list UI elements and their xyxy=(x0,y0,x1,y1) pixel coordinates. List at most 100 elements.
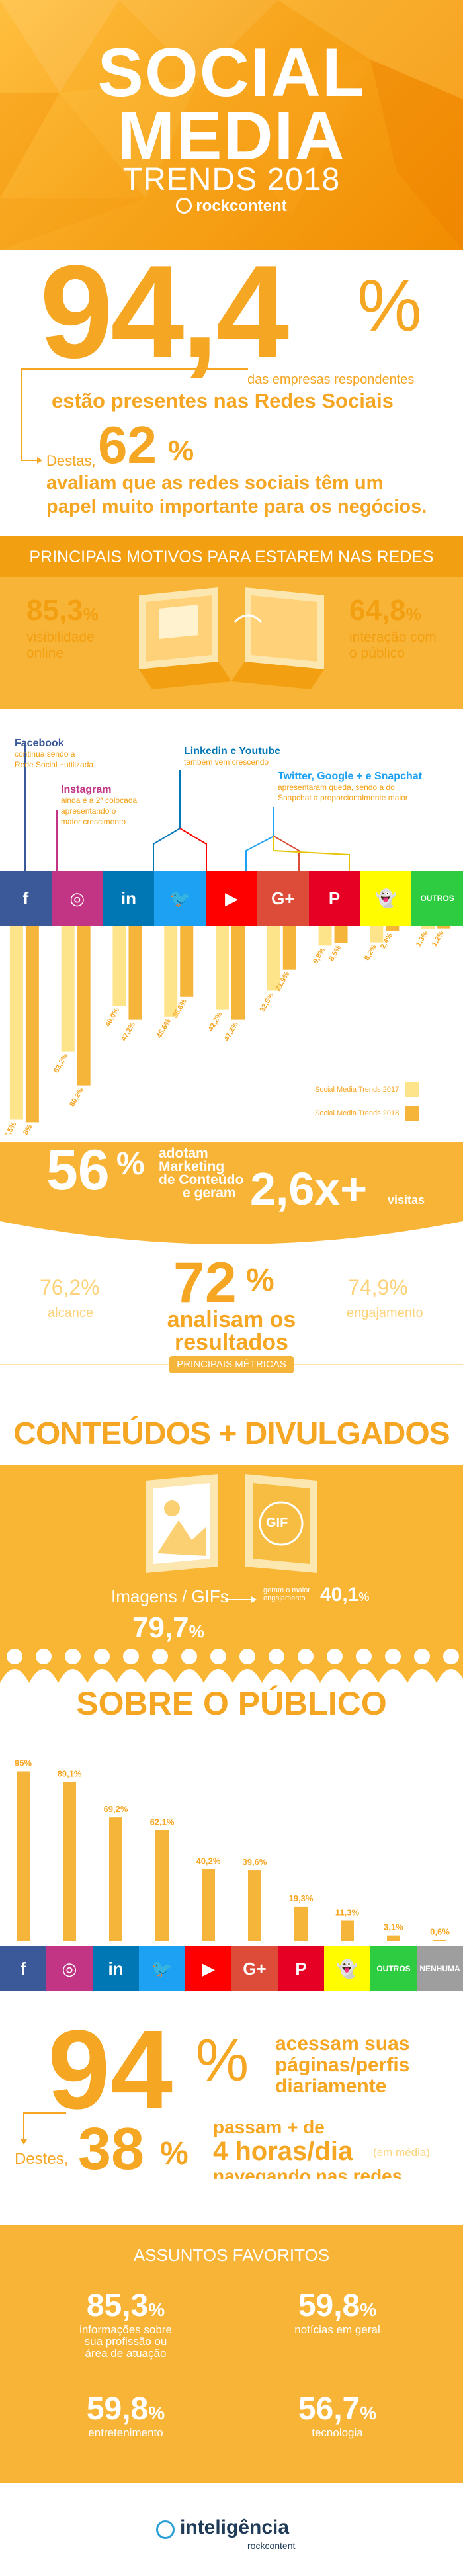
conteudos-title: CONTEÚDOS + DIVULGADOS xyxy=(13,1416,450,1451)
motivos-right-label: interação com o público xyxy=(349,630,437,662)
bar-2017-twitter xyxy=(164,926,178,1017)
person-icon xyxy=(233,1649,262,1683)
arrow-icon xyxy=(225,1596,257,1603)
acesso-destes: Destes, xyxy=(15,2150,69,2168)
legend-2017: Social Media Trends 2017 xyxy=(315,1082,420,1097)
snapchat-icon: 👻 xyxy=(360,871,412,926)
bar-label-2017-youtube: 42,2% xyxy=(207,1011,224,1033)
youtube-icon: ▶ xyxy=(206,871,257,926)
audience-icon-bar: f ◎ in 🐦 ▶ G+ P 👻 OUTROS NENHUMA xyxy=(0,1946,463,1991)
network-icon-bar: f ◎ in 🐦 ▶ G+ P 👻 OUTROS xyxy=(0,871,463,926)
metrics-badge: PRINCIPAIS MÉTRICAS xyxy=(169,1356,294,1373)
engajamento-label: engajamento xyxy=(347,1306,423,1320)
audience-bar-facebook xyxy=(17,1771,30,1941)
header-brand: rockcontent xyxy=(0,197,463,216)
marketing-text-4: e geram xyxy=(183,1185,236,1201)
bar-label-2017-facebook: 97,5% xyxy=(1,1121,18,1135)
outros-icon: OUTROS xyxy=(411,871,463,926)
bar-label-2017-outros: 1,3% xyxy=(415,929,430,948)
publico-section: SOBRE O PÚBLICO 95% 89,1% 69,2% 62,1% 40,2% 3… xyxy=(0,1683,463,2053)
conteudos-value-sign: % xyxy=(189,1621,204,1641)
acesso-text: acessam suas páginas/perfis diariamente xyxy=(275,2034,410,2097)
twitter-text-2: Snapchat a proporcionalmente maior xyxy=(278,793,408,802)
motivos-left-label-2: online xyxy=(26,646,64,661)
assunto-4-sign: % xyxy=(360,2403,377,2423)
facebook-title: Facebook xyxy=(15,738,64,749)
audience-bar-label-snapchat: 11,3% xyxy=(335,1907,360,1917)
presence-percent2: 62 xyxy=(98,415,157,474)
audience-bar-instagram xyxy=(63,1782,76,1941)
person-icon xyxy=(291,1649,320,1683)
bar-2017-instagram xyxy=(61,926,75,1052)
bar-2017-facebook xyxy=(9,926,23,1120)
linkedin-title: Linkedin e Youtube xyxy=(184,746,281,757)
bar-2018-outros xyxy=(437,926,451,929)
center-text: analisam os resultados xyxy=(146,1309,317,1353)
marketing-percent: 56 xyxy=(46,1138,110,1202)
bar-2018-facebook xyxy=(25,926,39,1123)
person-icon xyxy=(437,1649,463,1683)
person-icon xyxy=(0,1649,29,1683)
presence-connector xyxy=(21,368,248,464)
marketing-section: 56 % adotam Marketing de Conteúdo e gera… xyxy=(0,1135,463,1413)
title-line-2: MEDIA xyxy=(117,98,346,175)
annotation-lines xyxy=(24,744,350,871)
marketing-percent-sign: % xyxy=(116,1146,145,1181)
conteudos-value-number: 79,7 xyxy=(132,1611,189,1644)
alcance-value: 76,2% xyxy=(40,1275,100,1299)
audience-bar-label-youtube: 40,2% xyxy=(196,1856,221,1866)
acesso-percent: 94 xyxy=(48,2014,173,2133)
rockcontent-logo-icon xyxy=(176,198,192,214)
motivos-left-label-1: visibilidade xyxy=(26,630,95,645)
image-gif-icons xyxy=(146,1474,317,1573)
audience-crowd-icons xyxy=(0,1649,463,1683)
bar-2017-youtube xyxy=(216,926,229,1010)
bar-label-2018-outros: 1,2% xyxy=(431,929,446,948)
acesso-connector xyxy=(21,2112,66,2145)
center-percent: 72 xyxy=(173,1251,237,1314)
acesso-percent2-sign: % xyxy=(160,2136,189,2171)
gif-label: GIF xyxy=(266,1516,288,1530)
motivos-left-value: 85,3% xyxy=(26,594,99,627)
footer: inteligência rockcontent xyxy=(0,2483,463,2576)
inteligencia-logo-icon xyxy=(156,2520,175,2539)
person-icon xyxy=(378,1649,407,1683)
engagement-value-number: 40,1 xyxy=(320,1584,359,1606)
engagement-value-sign: % xyxy=(358,1590,370,1604)
marketing-text: adotam Marketing de Conteúdo e geram xyxy=(159,1146,243,1201)
assunto-item-4: 56,7% tecnologia xyxy=(251,2391,423,2439)
motivos-right-sign: % xyxy=(405,604,421,624)
google-plus-icon: G+ xyxy=(257,871,309,926)
person-icon xyxy=(262,1649,291,1683)
assunto-1-label-2: sua profissão ou xyxy=(84,2335,167,2348)
bar-label-2017-twitter: 45,6% xyxy=(155,1017,173,1039)
bar-2017-outros xyxy=(421,926,435,929)
presence-destas: Destas, xyxy=(46,452,96,469)
motivos-band xyxy=(0,536,463,577)
marketing-text-2: Marketing xyxy=(159,1159,225,1174)
audience-bar-pinterest xyxy=(294,1906,308,1941)
twitter-text-1: apresentaram queda, sendo a do xyxy=(278,783,395,792)
bar-label-2017-pinterest: 9,8% xyxy=(312,947,327,965)
assunto-3-value: 59,8 xyxy=(86,2391,149,2426)
engagement-text: geram o maior engajamento xyxy=(263,1586,310,1602)
presence-section: 94,4 % das empresas respondentes estão p… xyxy=(0,250,463,536)
conteudos-section: CONTEÚDOS + DIVULGADOS GIF Imagens / GIF… xyxy=(0,1413,463,1683)
alcance-label: alcance xyxy=(48,1306,93,1320)
twitter-title: Twitter, Google + e Snapchat xyxy=(278,771,422,782)
bar-label-2018-linkedin: 47,2% xyxy=(120,1021,137,1043)
acesso-text-2: páginas/perfis xyxy=(275,2054,410,2076)
annotation-instagram: Instagram ainda é a 2ª colocada apresent… xyxy=(61,785,137,827)
assunto-item-3: 59,8% entretenimento xyxy=(40,2391,212,2439)
assunto-1-sign: % xyxy=(148,2299,165,2320)
visits-value: 2,6x+ xyxy=(250,1163,368,1215)
motivos-right-value: 64,8% xyxy=(349,594,421,627)
presence-percent: 94,4 xyxy=(40,250,289,386)
person-icon xyxy=(204,1649,233,1683)
engagement-text-1: geram o maior xyxy=(263,1586,310,1594)
audience-bar-label-nenhuma: 0,6% xyxy=(430,1926,450,1936)
assunto-4-value: 56,7 xyxy=(298,2391,360,2426)
acesso-section: 94 % acessam suas páginas/perfis diariam… xyxy=(0,2014,463,2179)
acesso-percent2: 38 xyxy=(78,2116,145,2179)
person-icon xyxy=(87,1649,116,1683)
